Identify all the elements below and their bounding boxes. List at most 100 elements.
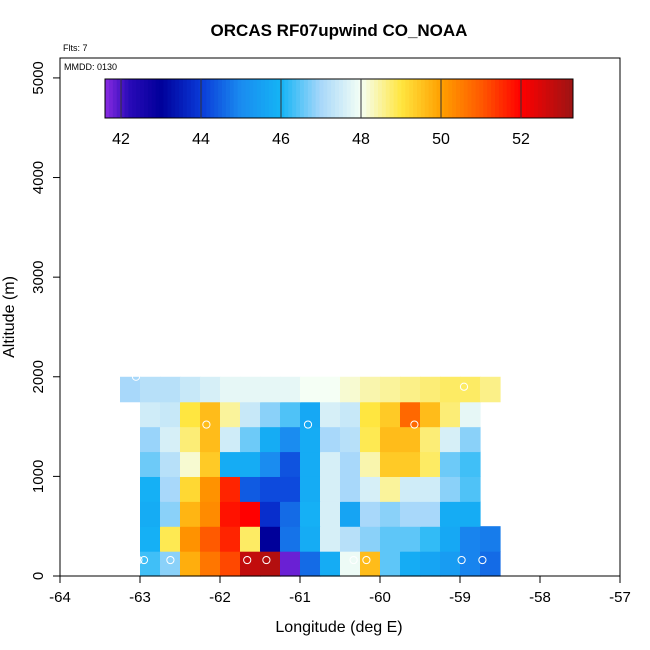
colorbar-segment — [342, 79, 348, 118]
track-point — [303, 420, 313, 429]
colorbar-segment — [194, 79, 200, 118]
colorbar-segment — [167, 79, 172, 118]
colorbar-segment — [225, 79, 231, 118]
colorbar-segment — [397, 79, 402, 118]
colorbar-segment — [214, 79, 219, 118]
heatmap-cell — [400, 551, 421, 577]
heatmap-cell — [280, 501, 301, 527]
heatmap-cell — [260, 551, 281, 577]
heatmap-cell — [320, 551, 341, 577]
heatmap-cell — [440, 551, 461, 577]
heatmap-cell — [180, 501, 201, 527]
colorbar-segment — [370, 79, 375, 118]
heatmap-cell — [420, 476, 441, 502]
heatmap-cell — [460, 401, 481, 428]
heatmap-cell — [260, 526, 281, 552]
colorbar-segment — [151, 79, 157, 118]
heatmap-cell — [400, 426, 421, 453]
heatmap-cell — [440, 426, 461, 453]
heatmap-cell — [300, 376, 321, 403]
heatmap-cell — [260, 501, 281, 527]
colorbar-segment — [456, 79, 461, 118]
heatmap-cells — [120, 376, 501, 577]
colorbar-tick-label: 48 — [352, 131, 370, 148]
heatmap-cell — [420, 376, 441, 403]
colorbar-segment — [132, 79, 137, 118]
heatmap-cell — [420, 526, 441, 552]
colorbar-segment — [413, 79, 418, 118]
colorbar-segment — [171, 79, 176, 118]
heatmap-cell — [320, 426, 341, 453]
heatmap-cell — [220, 401, 241, 428]
heatmap-cell — [440, 526, 461, 552]
heatmap-cell — [340, 551, 361, 577]
heatmap-cell — [200, 426, 221, 453]
colorbar-segment — [514, 79, 519, 118]
axes: -64 -63 -62 -61 -60 -59 -58 -57 0 1000 2000 3000 400… — [30, 57, 631, 606]
track-point — [349, 555, 358, 565]
heatmap-cell — [360, 476, 381, 502]
heatmap-cell — [260, 476, 281, 502]
heatmap-cell — [300, 551, 321, 577]
x-tick-label: -59 — [449, 589, 471, 606]
heatmap-cell — [380, 526, 401, 552]
colorbar-segment — [253, 79, 258, 118]
colorbar-segment — [331, 79, 336, 118]
heatmap-cell — [280, 376, 301, 403]
heatmap-cell — [420, 551, 441, 577]
heatmap-cell — [260, 401, 281, 428]
heatmap-cell — [400, 501, 421, 527]
colorbar-segment — [448, 79, 453, 118]
colorbar: 42 44 46 48 50 52 — [104, 78, 574, 148]
colorbar-tick-label: 46 — [272, 131, 290, 148]
flights-label: Flts: 7 — [63, 43, 88, 53]
colorbar-segment — [280, 79, 285, 118]
colorbar-segment — [389, 79, 395, 118]
heatmap-cell — [220, 526, 241, 552]
colorbar-segment — [257, 79, 262, 118]
colorbar-segment — [237, 79, 242, 118]
track-point — [166, 555, 175, 565]
x-tick-label: -61 — [289, 589, 311, 606]
track-point — [139, 555, 149, 565]
heatmap-cell — [180, 526, 201, 552]
colorbar-segment — [354, 79, 359, 118]
heatmap-cell — [300, 401, 321, 428]
heatmap-cell — [260, 426, 281, 453]
colorbar-tick-label: 52 — [512, 131, 530, 148]
heatmap-cell — [140, 476, 161, 502]
heatmap-cell — [320, 501, 341, 527]
heatmap-cell — [160, 451, 181, 477]
heatmap-cell — [180, 451, 201, 477]
colorbar-segment — [292, 79, 297, 118]
heatmap-cell — [200, 451, 221, 477]
colorbar-segment — [136, 79, 141, 118]
heatmap-cell — [200, 501, 221, 527]
heatmap-cell — [240, 526, 261, 552]
heatmap-cell — [140, 401, 161, 428]
heatmap-cell — [160, 401, 181, 428]
heatmap-cell — [240, 501, 261, 527]
heatmap-cell — [440, 476, 461, 502]
heatmap-cell — [380, 426, 401, 453]
colorbar-segment — [327, 79, 332, 118]
colorbar-segment — [432, 79, 437, 118]
colorbar-segment — [522, 79, 527, 118]
heatmap-cell — [340, 476, 361, 502]
colorbar-segment — [381, 79, 387, 118]
colorbar-segment — [249, 79, 254, 118]
heatmap-cell — [320, 376, 341, 403]
colorbar-segment — [311, 79, 317, 118]
track-point — [459, 382, 469, 391]
heatmap-cell — [320, 451, 341, 477]
heatmap-cell — [420, 501, 441, 527]
x-tick-label: -58 — [529, 589, 551, 606]
mmdd-label: MMDD: 0130 — [64, 62, 117, 72]
track-point — [410, 420, 419, 429]
y-tick-label: 4000 — [30, 161, 47, 194]
colorbar-segment — [565, 79, 570, 118]
heatmap-cell — [360, 551, 381, 577]
track-point — [202, 420, 211, 429]
heatmap-cell — [360, 426, 381, 453]
y-tick-label: 1000 — [30, 460, 47, 493]
